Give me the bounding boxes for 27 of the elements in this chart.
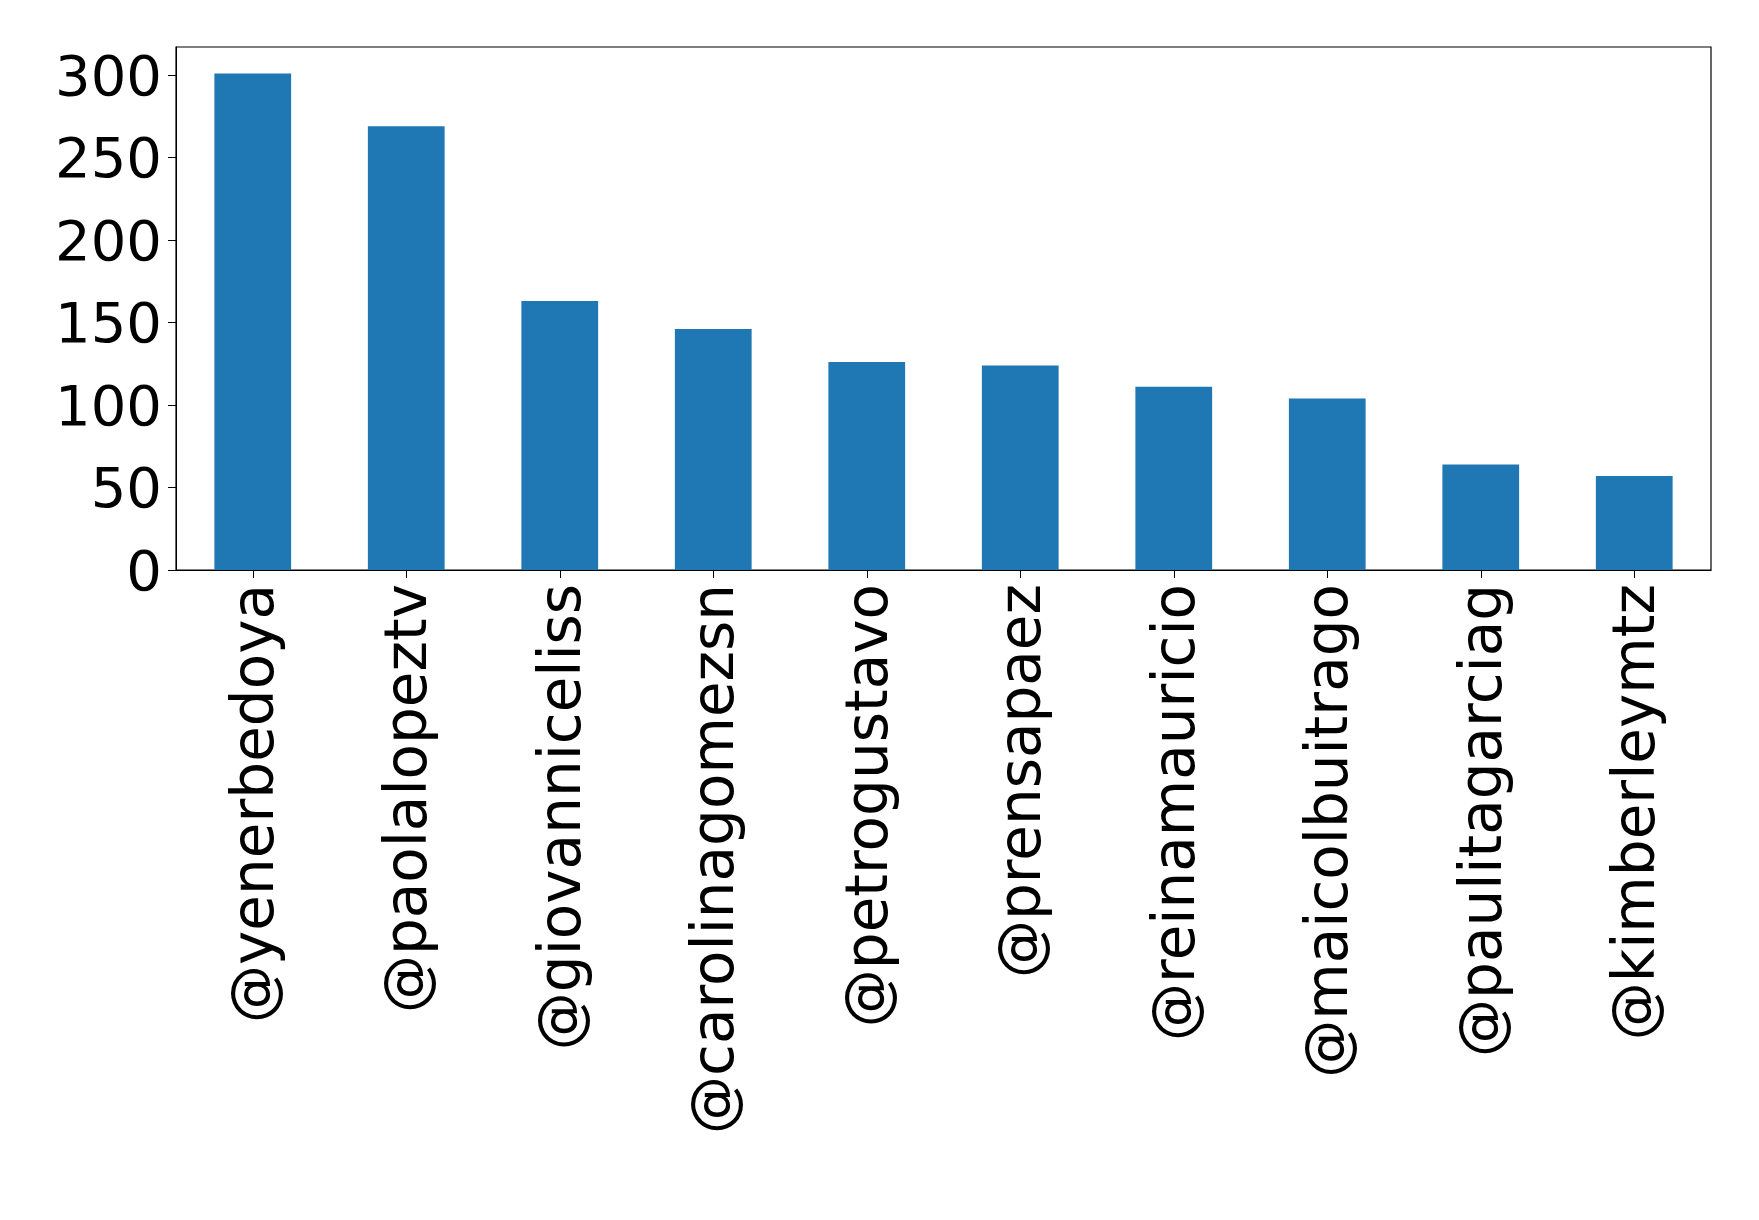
- bar: [521, 301, 599, 570]
- x-tick-label: @carolinagomezsn: [679, 584, 748, 1134]
- x-tick-label: @petrogustavo: [832, 584, 901, 1028]
- x-tick-label: @paolalopeztv: [372, 584, 441, 1014]
- bar: [367, 126, 445, 570]
- y-tick-label: 250: [55, 125, 162, 191]
- bar: [1442, 464, 1520, 570]
- y-tick-label: 300: [55, 42, 162, 108]
- x-tick-label: @paulitagarciag: [1446, 584, 1515, 1057]
- y-tick-label: 200: [55, 207, 162, 273]
- y-tick-label: 50: [90, 455, 162, 521]
- y-tick-label: 100: [55, 372, 162, 438]
- bar: [981, 365, 1059, 570]
- x-tick-label: @prensapaez: [986, 584, 1055, 979]
- bar: [828, 362, 906, 570]
- bar: [1288, 398, 1366, 570]
- bar: [214, 73, 292, 570]
- x-tick-label: @reinamauricio: [1139, 584, 1208, 1041]
- bar: [674, 329, 752, 570]
- x-tick-label: @maicolbuitrago: [1293, 584, 1362, 1078]
- bar: [1135, 386, 1213, 570]
- y-tick-label: 150: [55, 290, 162, 356]
- x-tick-label: @yenerbedoya: [218, 584, 287, 1023]
- x-tick-label: @kimberleymtz: [1600, 584, 1669, 1041]
- bar: [1595, 475, 1673, 570]
- x-tick-label: @giovanniceliss: [525, 584, 594, 1051]
- y-tick-label: 0: [126, 537, 162, 603]
